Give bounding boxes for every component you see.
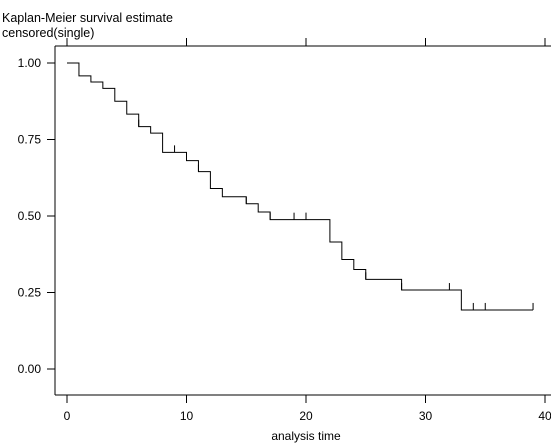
x-tick-label: 40 (538, 409, 551, 423)
x-tick-label: 20 (299, 409, 313, 423)
y-tick-label: 0.00 (18, 362, 42, 376)
survival-curve (67, 62, 534, 311)
x-tick-label: 10 (180, 409, 194, 423)
x-tick-label: 30 (419, 409, 433, 423)
survival-step-line (67, 62, 534, 311)
y-tick-label: 0.50 (18, 209, 42, 223)
x-axis-label: analysis time (271, 429, 341, 443)
axis-ticks: 0 10 20 30 40 0.00 0.25 0.50 0.75 1.00 (18, 38, 551, 423)
chart-title: Kaplan-Meier survival estimate (2, 11, 173, 25)
x-tick-label: 0 (64, 409, 71, 423)
censor-marks (138, 119, 534, 310)
y-tick-label: 1.00 (18, 56, 42, 70)
y-tick-label: 0.25 (18, 286, 42, 300)
y-tick-label: 0.75 (18, 133, 42, 147)
chart-subtitle: censored(single) (2, 26, 94, 40)
